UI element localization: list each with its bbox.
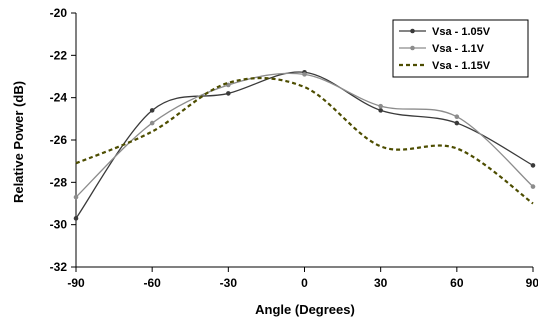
series-line	[75, 71, 534, 219]
data-point	[226, 91, 231, 96]
data-point	[530, 184, 536, 189]
x-tick-label: -90	[67, 276, 85, 290]
series-line	[75, 72, 534, 198]
data-point	[73, 216, 79, 221]
legend-label: Vsa - 1.15V	[432, 60, 491, 72]
x-tick-label: -30	[220, 276, 238, 290]
axes: -20 -22 -24 -26 -28 -30 -32 -90 -60 -30 0 30 60 90	[50, 6, 538, 290]
data-point	[378, 103, 383, 109]
x-tick-label: 90	[526, 276, 538, 290]
legend-marker	[410, 28, 415, 34]
series-2	[73, 72, 536, 200]
x-tick-label: 60	[450, 276, 464, 290]
legend: Vsa - 1.05V Vsa - 1.1V Vsa - 1.15V	[392, 19, 529, 78]
y-tick-label: -30	[50, 218, 68, 232]
x-tick-label: 30	[374, 276, 388, 290]
series-3	[75, 76, 534, 205]
data-point	[454, 120, 460, 126]
y-tick-label: -24	[50, 91, 68, 105]
data-point	[73, 194, 79, 200]
series-layer	[73, 69, 536, 221]
y-tick-label: -22	[50, 48, 68, 62]
legend-marker	[410, 45, 415, 51]
legend-label: Vsa - 1.1V	[432, 43, 485, 55]
series-line	[75, 76, 534, 205]
data-point	[454, 114, 460, 120]
x-tick-label: 0	[301, 276, 308, 290]
data-point	[149, 108, 155, 113]
y-tick-label: -32	[50, 260, 68, 274]
data-point	[378, 108, 383, 113]
data-point	[302, 72, 307, 77]
series-1	[73, 69, 536, 221]
legend-label: Vsa - 1.05V	[432, 26, 491, 38]
x-tick-label: -60	[143, 276, 161, 290]
y-axis-label: Relative Power (dB)	[11, 81, 26, 203]
data-point	[530, 163, 536, 168]
y-tick-label: -28	[50, 175, 68, 189]
data-point	[149, 120, 155, 126]
y-tick-label: -20	[50, 6, 68, 20]
y-tick-label: -26	[50, 133, 68, 147]
x-axis-label: Angle (Degrees)	[255, 302, 355, 317]
